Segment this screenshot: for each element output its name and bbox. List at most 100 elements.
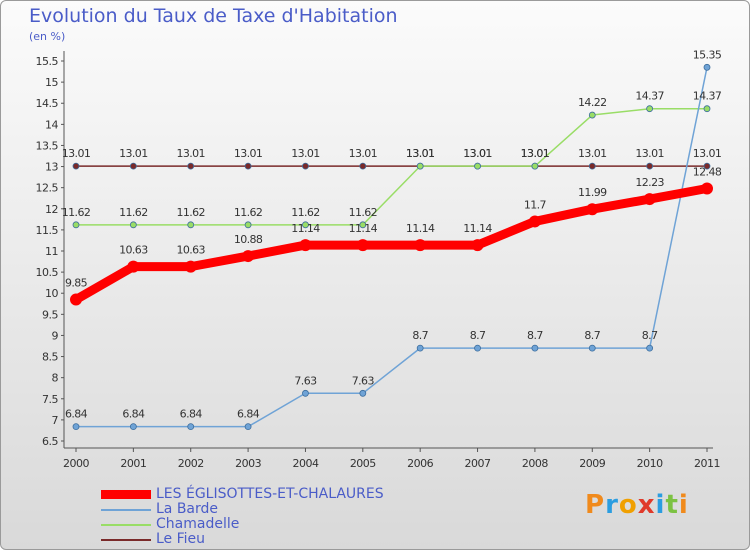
- data-point: [588, 111, 596, 119]
- data-point: [187, 162, 195, 170]
- data-point: [703, 162, 711, 170]
- x-tick-label: 2008: [522, 457, 548, 470]
- x-tick-label: 2001: [120, 457, 146, 470]
- data-label: 7.63: [352, 374, 375, 387]
- data-point: [701, 182, 713, 195]
- y-tick-label: 8.5: [42, 351, 58, 364]
- data-point: [356, 239, 369, 252]
- data-point: [302, 162, 309, 170]
- x-tick-label: 2003: [235, 457, 261, 470]
- data-label: 11.14: [406, 222, 435, 235]
- data-point: [129, 162, 137, 170]
- data-label: 8.7: [470, 329, 486, 342]
- data-label: 13.01: [463, 147, 492, 160]
- data-point: [474, 344, 481, 352]
- proxiti-logo: Proxiti: [585, 490, 689, 520]
- legend-swatch: [101, 538, 151, 541]
- data-point: [187, 423, 195, 431]
- data-point: [643, 193, 656, 206]
- data-label: 13.01: [234, 147, 263, 160]
- data-label: 15.35: [693, 48, 722, 61]
- y-tick-label: 12: [45, 203, 58, 216]
- data-label: 14.37: [693, 90, 722, 103]
- unit-label: (en %): [29, 30, 66, 43]
- x-tick-label: 2007: [465, 457, 491, 470]
- data-point: [299, 239, 312, 252]
- data-point: [646, 105, 654, 113]
- data-label: 11.7: [524, 198, 547, 211]
- legend: LES ÉGLISOTTES-ET-CHALAURES La Barde Chama…: [101, 487, 384, 547]
- data-label: 9.85: [65, 277, 88, 290]
- y-tick-label: 14.5: [36, 97, 59, 110]
- legend-swatch: [101, 490, 151, 499]
- data-label: 7.63: [294, 374, 317, 387]
- legend-label: LES ÉGLISOTTES-ET-CHALAURES: [156, 486, 384, 502]
- x-tick-label: 2005: [350, 457, 376, 470]
- y-tick-label: 15: [45, 76, 58, 89]
- y-tick-label: 7.5: [42, 393, 58, 406]
- data-label: 12.48: [693, 166, 722, 179]
- data-point: [187, 221, 195, 229]
- data-point: [70, 293, 82, 306]
- data-label: 11.62: [119, 206, 148, 219]
- data-label: 11.14: [291, 222, 320, 235]
- data-label: 14.37: [635, 90, 664, 103]
- data-label: 10.88: [234, 233, 263, 246]
- data-point: [416, 162, 424, 170]
- data-point: [242, 250, 255, 263]
- data-label: 14.22: [578, 96, 607, 109]
- data-point: [184, 260, 197, 273]
- legend-item: Le Fieu: [101, 532, 384, 547]
- data-point: [703, 63, 711, 71]
- data-point: [244, 423, 252, 431]
- y-tick-label: 13: [45, 161, 58, 174]
- x-tick-label: 2010: [637, 457, 663, 470]
- data-label: 8.7: [584, 329, 600, 342]
- data-point: [471, 239, 484, 252]
- y-tick-label: 12.5: [36, 182, 59, 195]
- data-point: [474, 162, 481, 170]
- data-point: [414, 239, 427, 252]
- series-line-0: [71, 184, 712, 305]
- data-point: [359, 162, 367, 170]
- legend-label: La Barde: [156, 501, 219, 517]
- legend-swatch: [101, 508, 151, 511]
- data-label: 6.84: [237, 408, 260, 421]
- data-point: [646, 344, 654, 352]
- data-label: 13.01: [406, 147, 435, 160]
- y-tick-label: 9.5: [42, 308, 58, 321]
- data-point: [72, 423, 80, 431]
- data-label: 11.62: [291, 206, 320, 219]
- data-label: 11.62: [62, 206, 91, 219]
- x-tick-label: 2002: [178, 457, 204, 470]
- data-label: 13.01: [463, 147, 492, 160]
- data-label: 13.01: [521, 147, 550, 160]
- data-label: 8.7: [412, 329, 428, 342]
- legend-swatch: [101, 523, 151, 526]
- data-point: [302, 389, 309, 397]
- data-label: 6.84: [180, 408, 203, 421]
- data-label: 13.01: [291, 147, 320, 160]
- data-label: 8.7: [642, 329, 658, 342]
- x-tick-label: 2009: [579, 457, 605, 470]
- y-tick-label: 10: [45, 287, 58, 300]
- data-point: [703, 105, 711, 113]
- data-point: [588, 344, 596, 352]
- data-point: [416, 344, 424, 352]
- y-tick-label: 7: [52, 414, 59, 427]
- data-point: [129, 423, 137, 431]
- data-point: [531, 344, 539, 352]
- x-tick-label: 2006: [407, 457, 433, 470]
- data-point: [531, 162, 539, 170]
- data-point: [302, 221, 309, 229]
- legend-item: LES ÉGLISOTTES-ET-CHALAURES: [101, 487, 384, 502]
- series-line-1: [75, 66, 708, 428]
- x-tick-label: 2004: [292, 457, 318, 470]
- data-point: [586, 203, 599, 216]
- x-tick-label: 2000: [63, 457, 89, 470]
- data-label: 11.62: [349, 206, 378, 219]
- y-tick-label: 13.5: [36, 139, 59, 152]
- y-tick-label: 14: [45, 118, 58, 131]
